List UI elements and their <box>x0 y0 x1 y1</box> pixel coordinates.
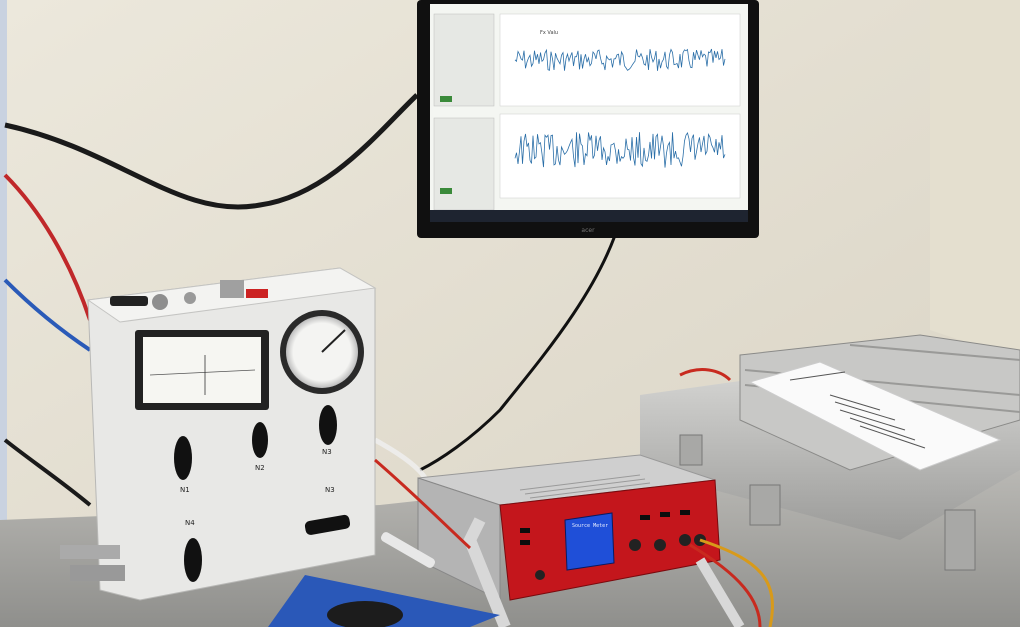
controller-lcd <box>564 512 615 571</box>
top-fitting-2 <box>184 292 196 304</box>
top-fitting-red <box>246 289 268 298</box>
valve-knob-n1 <box>174 436 192 480</box>
rig-clamp-1 <box>749 484 781 526</box>
screen-signal-bottom <box>514 132 726 168</box>
rig-clamp-2 <box>944 509 976 571</box>
screen-plot-top <box>499 13 741 107</box>
probe-wire-red-left <box>374 458 472 550</box>
rig-rail-line-3 <box>849 344 1020 361</box>
controller-stand-handle-right <box>695 557 745 627</box>
top-fitting-3 <box>220 280 244 298</box>
probe-wire-orange <box>699 538 774 627</box>
controller-lcd-title: Source Meter <box>572 523 608 529</box>
analog-meter-scale <box>149 369 256 376</box>
side-fitting-2 <box>70 565 125 581</box>
marker-pen <box>380 532 436 568</box>
screen-signal-top <box>514 48 726 71</box>
top-fitting-1 <box>152 294 168 310</box>
controller-vents <box>519 474 651 499</box>
monitor-brand: acer <box>581 227 595 234</box>
blue-cable-left <box>3 278 92 352</box>
paper-text-lines <box>789 371 926 449</box>
screen-sidebar-bottom <box>433 117 495 211</box>
analog-meter-face <box>143 337 261 403</box>
pressure-gauge-needle <box>321 329 346 353</box>
screen-plot-bottom <box>499 113 741 199</box>
red-cable-left <box>3 173 92 321</box>
left-edge <box>0 0 7 627</box>
gas-panel: N1 N2 N3 N3 N4 <box>60 267 377 601</box>
valve-label-n3-lower: N3 <box>325 486 335 494</box>
screen-plot-title: Fx Valu <box>540 30 558 36</box>
monitor-cable <box>419 219 622 472</box>
wall-corner <box>930 0 1020 360</box>
valve-knob-n2 <box>252 422 268 458</box>
controller: Source Meter <box>374 454 774 627</box>
controller-stand-handle <box>463 517 511 627</box>
valve-knob-n3-lower <box>304 514 351 535</box>
controller-buttons <box>520 510 690 545</box>
side-fitting-1 <box>60 545 120 559</box>
controller-connectors <box>535 534 706 580</box>
monitor: acer Fx Valu <box>417 0 759 238</box>
black-cable-top <box>4 93 419 210</box>
valve-label-n1: N1 <box>180 486 190 494</box>
black-cable-left <box>3 438 92 507</box>
valve-knob-n3 <box>319 405 337 445</box>
computer-mouse <box>327 601 403 627</box>
screen-run-indicator <box>440 96 452 102</box>
rig-clamp-3 <box>679 434 703 466</box>
red-wire-coil <box>679 368 732 382</box>
valve-label-n4: N4 <box>185 519 195 527</box>
valve-label-n2: N2 <box>255 464 265 472</box>
paper-sheet <box>748 361 1002 471</box>
valve-knob-n4 <box>184 538 202 582</box>
screen-sidebar-top <box>433 13 495 107</box>
probe-wire-red <box>689 543 762 627</box>
blue-notebook <box>268 575 500 627</box>
screen-run-indicator-2 <box>440 188 452 194</box>
screen-taskbar <box>430 210 748 222</box>
aluminum-rig <box>640 334 1020 571</box>
top-valve-handle <box>110 296 148 306</box>
valve-label-n3: N3 <box>322 448 332 456</box>
